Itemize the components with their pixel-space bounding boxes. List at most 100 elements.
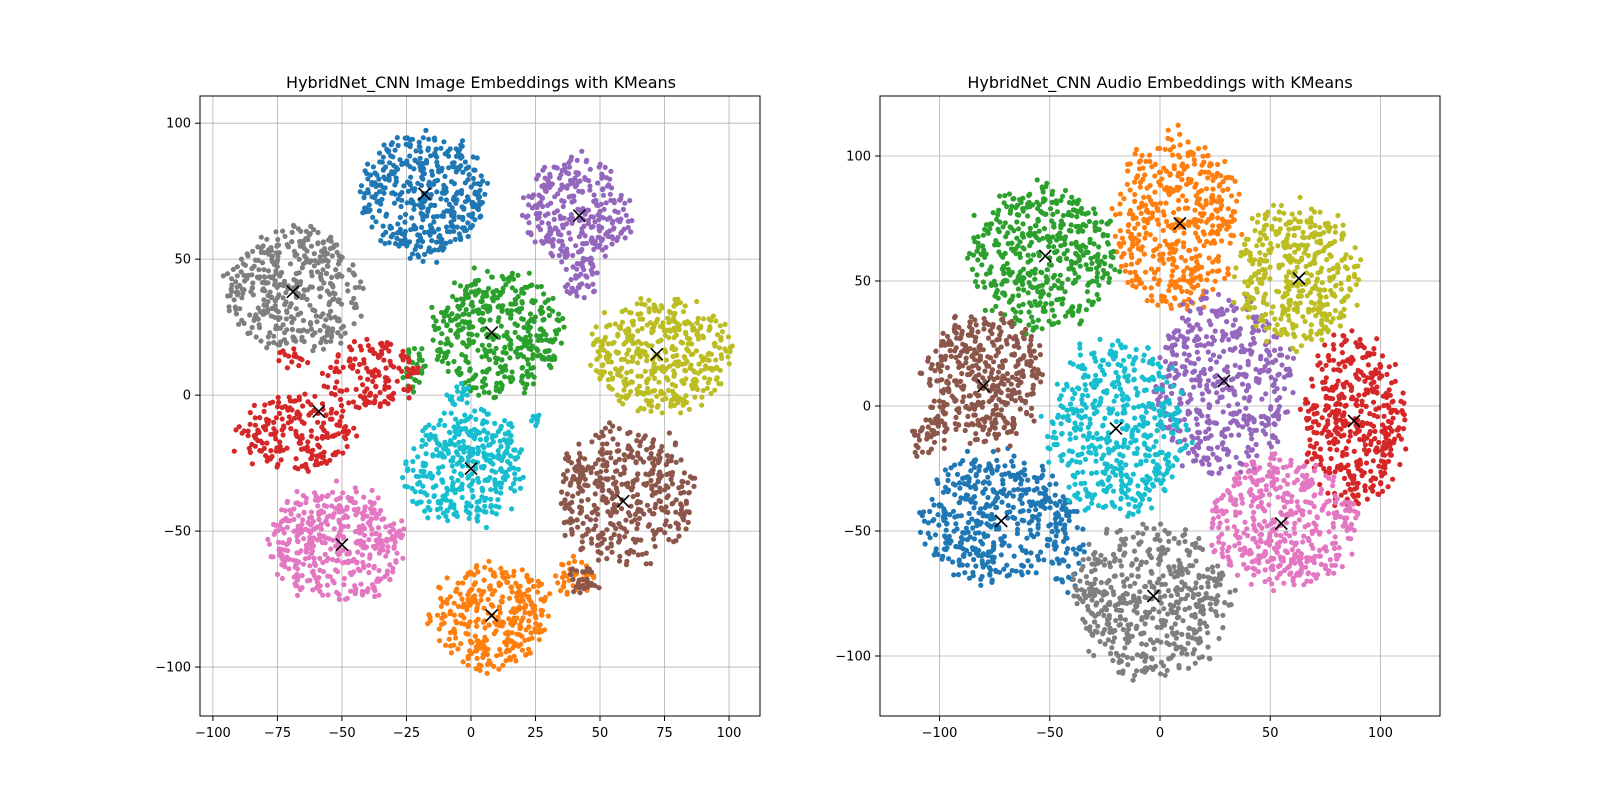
image-scatter-point [299,463,305,469]
audio-scatter-point [995,464,1001,470]
image-scatter-point [580,488,586,494]
image-scatter-point [374,199,380,205]
image-scatter-point [523,627,529,633]
image-scatter-point [607,428,613,434]
audio-scatter-point [980,510,986,517]
image-scatter-point [465,621,472,627]
audio-scatter-point [975,519,981,525]
image-scatter-point [333,410,339,416]
audio-scatter-point [1165,223,1171,229]
image-scatter-point [530,381,537,387]
audio-scatter-point [932,532,939,538]
image-scatter-point [273,522,279,528]
image-scatter-point [373,219,379,225]
image-scatter-point [556,311,562,317]
image-scatter-point [284,554,290,560]
image-scatter-point [326,312,332,318]
image-scatter-point [649,371,655,377]
image-scatter-point [336,520,343,526]
audio-scatter-point [1165,127,1171,133]
image-scatter-point [463,504,469,510]
image-scatter-point [651,536,657,542]
audio-scatter-point [1132,191,1138,198]
image-scatter-point [455,477,461,483]
image-scatter-point [522,610,528,616]
image-scatter-point [725,354,731,360]
image-scatter-point [391,521,397,527]
image-scatter-point [609,220,615,226]
image-scatter-point [428,230,434,236]
image-scatter-point [447,594,453,600]
image-scatter-point [357,189,363,195]
audio-scatter-point [1225,186,1231,192]
image-scatter-point [563,221,570,227]
image-scatter-point [583,467,589,473]
image-scatter-point [675,525,682,532]
image-scatter-point [453,635,459,641]
image-scatter-point [436,422,442,428]
image-scatter-point [458,380,464,387]
image-scatter-point [611,506,618,512]
image-scatter-point [437,239,443,245]
image-scatter-point [308,326,314,332]
image-scatter-point [562,254,569,260]
image-scatter-point [427,222,433,229]
image-scatter-point [527,339,533,345]
image-scatter-point [528,630,534,636]
image-scatter-point [312,308,318,314]
image-scatter-point [387,529,393,535]
image-scatter-point [280,228,286,234]
audio-scatter-point [1197,253,1203,259]
image-scatter-point [460,301,466,307]
image-scatter-point [673,538,679,544]
image-scatter-point [563,266,569,272]
image-scatter-point [418,468,424,474]
image-scatter-point [367,522,373,528]
image-scatter-point [496,303,502,309]
audio-scatter-point [989,579,995,585]
image-scatter-point [468,289,474,295]
image-scatter-point [525,594,531,600]
image-scatter-point [714,364,720,370]
image-scatter-point [263,453,269,459]
image-scatter-point [322,458,328,464]
image-scatter-point [323,535,329,541]
image-scatter-point [336,253,342,259]
audio-scatter-point [985,494,991,501]
image-scatter-point [354,433,360,439]
audio-scatter-point [1019,517,1025,523]
image-scatter-point [602,425,609,431]
image-scatter-point [672,301,678,307]
image-scatter-point [433,146,439,152]
image-scatter-point [600,192,607,198]
image-scatter-point [585,284,592,290]
image-scatter-point [388,234,394,240]
image-scatter-point [601,206,607,212]
audio-scatter-point [1143,208,1150,214]
image-scatter-point [346,400,352,406]
image-scatter-point [529,299,535,305]
image-scatter-point [512,471,518,477]
audio-scatter-point [958,495,964,501]
image-scatter-point [483,495,489,501]
image-scatter-point [653,489,659,495]
image-scatter-point [256,275,262,281]
image-scatter-point [570,493,576,499]
image-scatter-point [611,502,618,508]
image-scatter-point [415,369,421,376]
image-scatter-point [527,650,534,656]
image-scatter-point [381,516,387,522]
image-scatter-point [410,389,417,395]
image-scatter-point [506,421,512,427]
image-scatter-point [273,528,279,534]
image-scatter-point [474,155,480,161]
image-scatter-point [394,135,400,141]
image-scatter-point [379,159,385,165]
image-scatter-point [634,526,640,532]
image-scatter-point [268,431,274,437]
audio-scatter-point [1117,228,1123,234]
image-scatter-point [238,256,245,262]
image-scatter-point [329,274,335,280]
image-scatter-point [449,394,455,400]
image-scatter-point [405,366,411,372]
